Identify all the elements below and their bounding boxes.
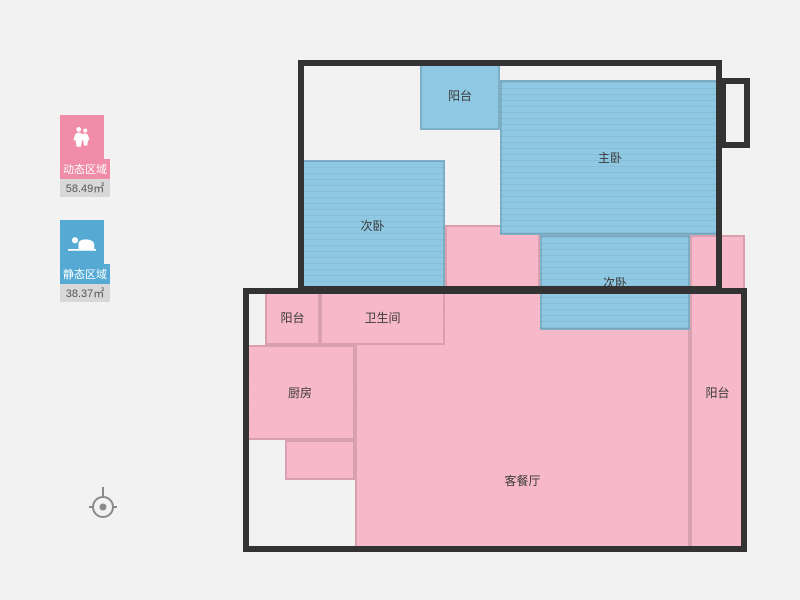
room-balcony_left: 阳台 <box>265 290 320 345</box>
sleep-icon <box>60 220 104 264</box>
floor-plan: 客餐厅阳台厨房阳台卫生间主卧次卧次卧阳台 <box>220 60 760 560</box>
room-step <box>285 440 355 480</box>
room-label: 厨房 <box>288 384 312 401</box>
legend-static: 静态区域 38.37㎡ <box>60 220 110 302</box>
room-balcony_right: 阳台 <box>690 235 745 550</box>
room-label: 主卧 <box>598 149 622 166</box>
room-label: 次卧 <box>360 217 384 234</box>
legend-static-value: 38.37㎡ <box>60 284 110 302</box>
room-label: 卫生间 <box>364 309 400 326</box>
room-master_bed: 主卧 <box>500 80 720 235</box>
room-bathroom: 卫生间 <box>320 290 445 345</box>
compass-icon <box>85 485 121 521</box>
room-second_bed_l: 次卧 <box>300 160 445 290</box>
room-label: 阳台 <box>280 309 304 326</box>
legend-dynamic-label: 动态区域 <box>60 159 110 179</box>
legend-dynamic: 动态区域 58.49㎡ <box>60 115 110 197</box>
room-balcony_top: 阳台 <box>420 60 500 130</box>
room-kitchen: 厨房 <box>245 345 355 440</box>
room-label: 客餐厅 <box>504 472 540 489</box>
people-icon <box>60 115 104 159</box>
room-second_bed_r: 次卧 <box>540 235 690 330</box>
room-label: 次卧 <box>603 274 627 291</box>
room-label: 阳台 <box>705 384 729 401</box>
legend-dynamic-value: 58.49㎡ <box>60 179 110 197</box>
room-label: 阳台 <box>448 87 472 104</box>
wall-outline-2 <box>720 78 750 148</box>
legend-static-label: 静态区域 <box>60 264 110 284</box>
